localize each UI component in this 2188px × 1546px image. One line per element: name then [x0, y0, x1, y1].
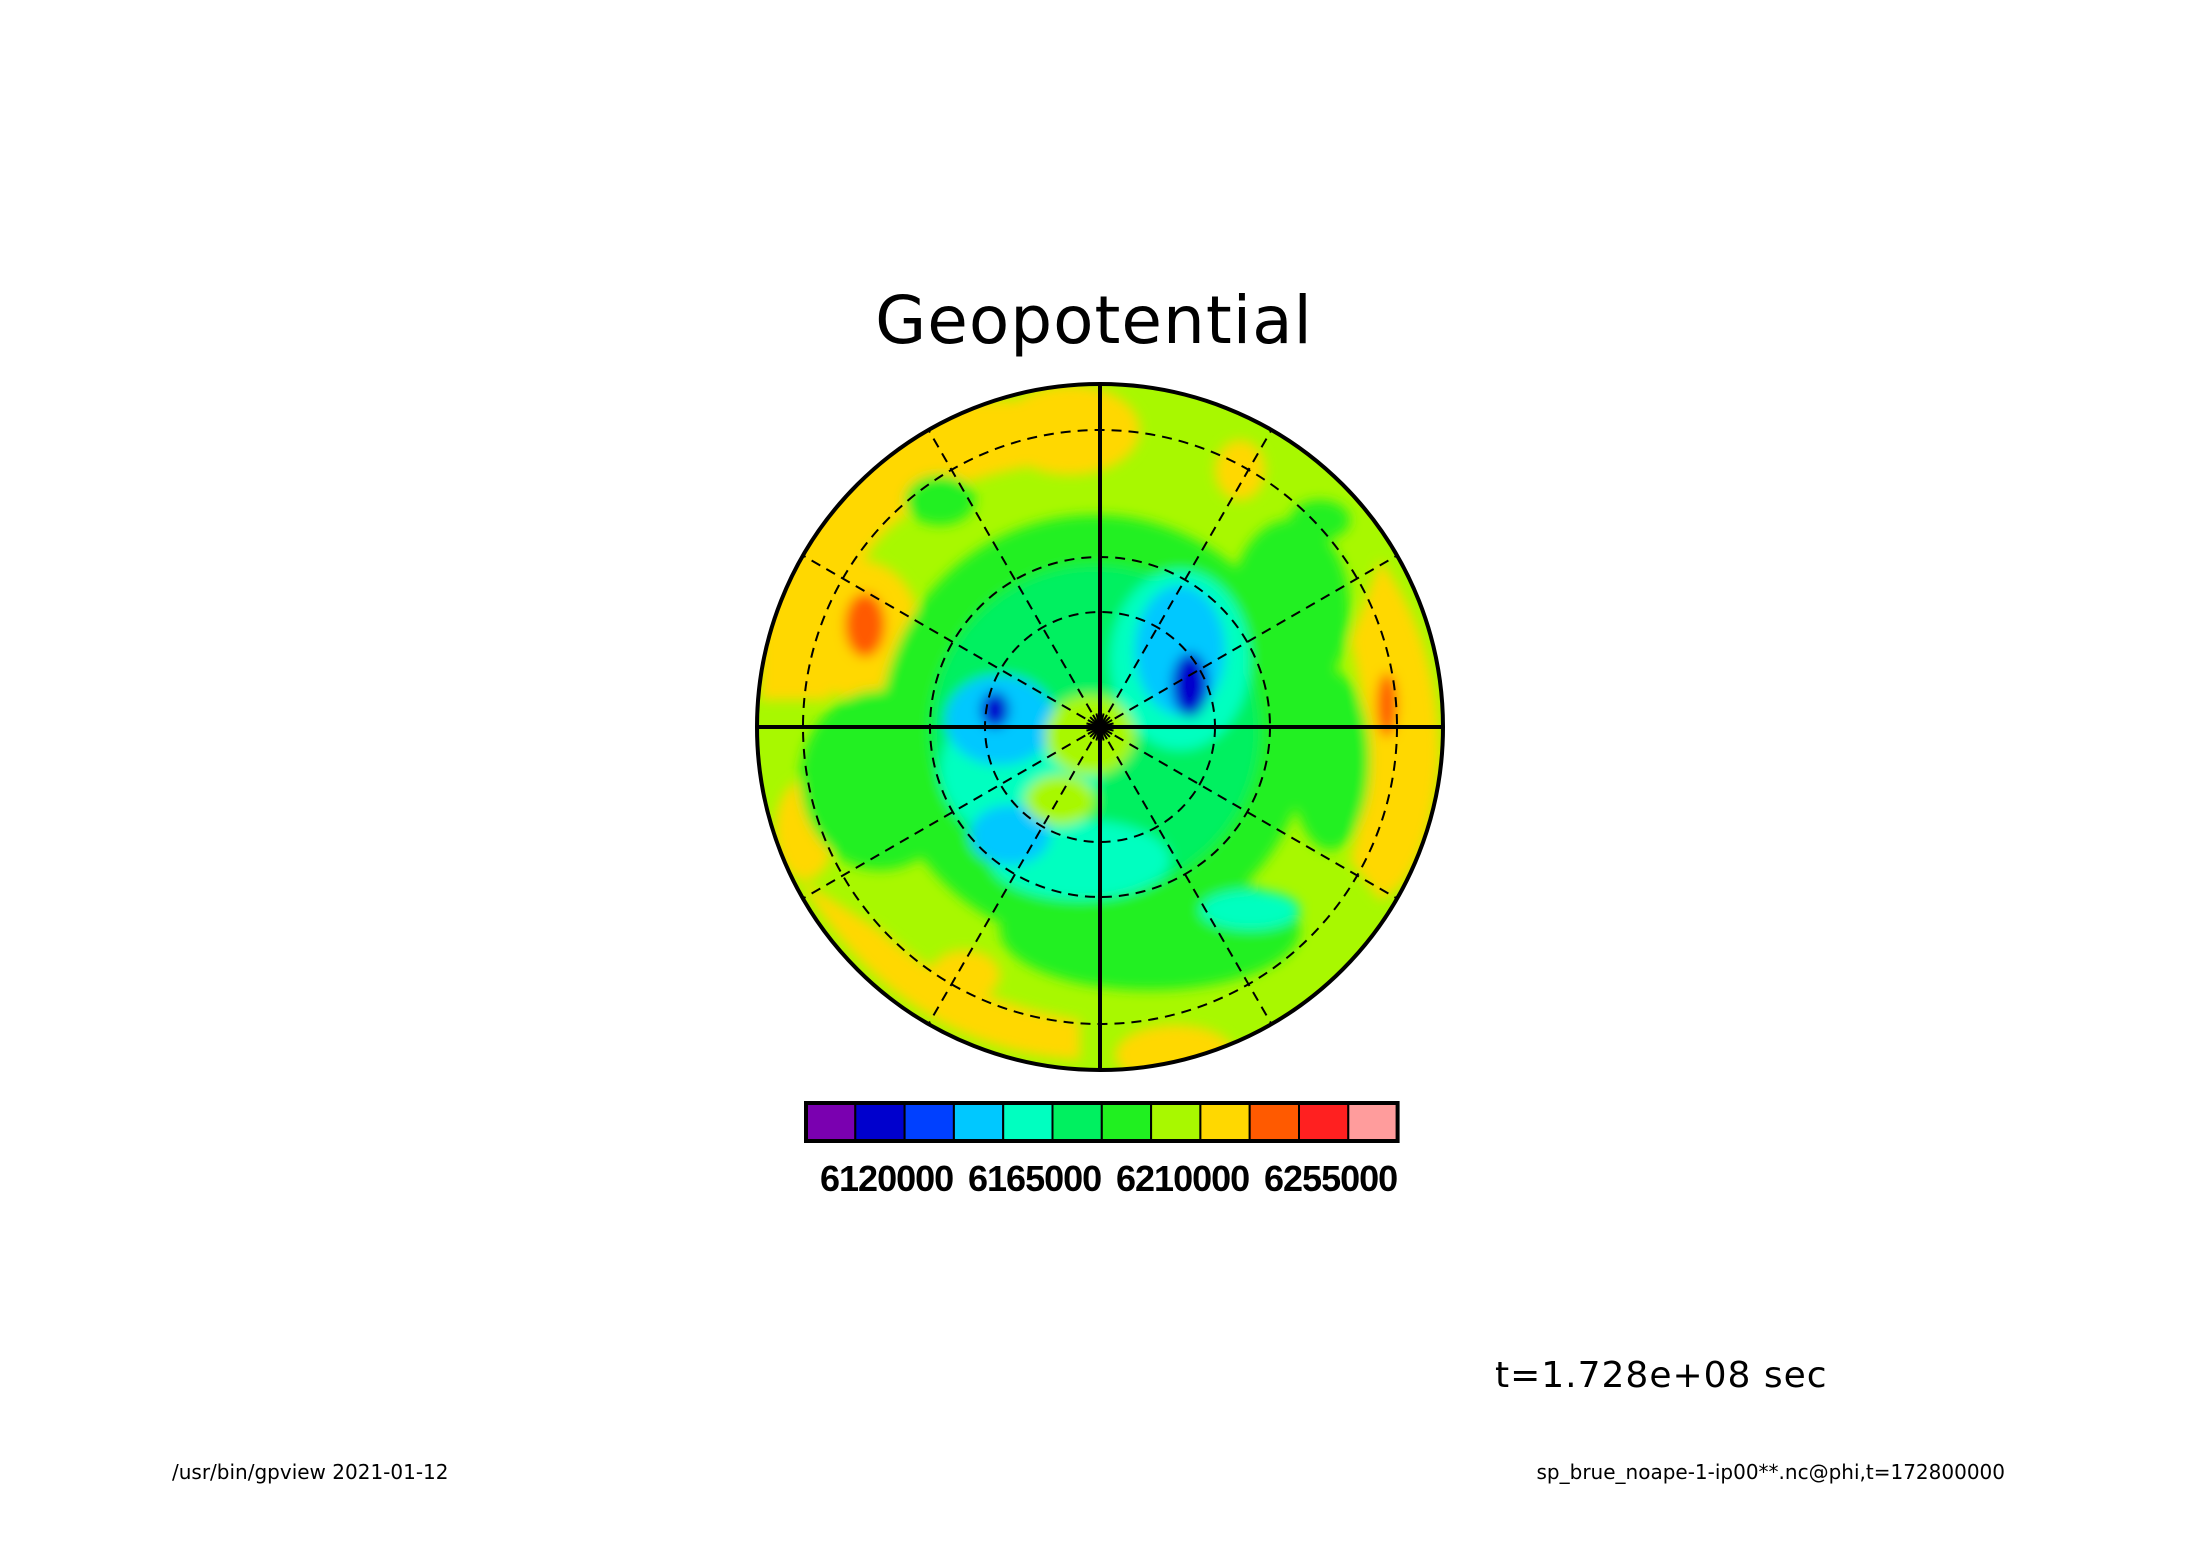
footer-source: sp_brue_noape-1-ip00**.nc@phi,t=17280000… [1536, 1460, 2005, 1484]
field-contour [1172, 653, 1208, 717]
colorbar-swatch [1100, 1102, 1153, 1142]
plot-border [755, 382, 1445, 1072]
field-contour [1115, 1025, 1235, 1070]
colorbar-swatch [854, 1102, 906, 1142]
field-contour [1377, 673, 1397, 737]
colorbar-swatch [1150, 1102, 1202, 1142]
longitude-line [1099, 554, 1398, 728]
grid-lines [757, 384, 1443, 1070]
colorbar-swatch [952, 1102, 1005, 1142]
footer-program-date: /usr/bin/gpview 2021-01-12 [172, 1460, 449, 1484]
colorbar-swatch [903, 1102, 955, 1142]
colorbar-swatch [1199, 1102, 1251, 1142]
field-contour [1230, 520, 1350, 700]
colorbar-label: 6255000 [1264, 1158, 1398, 1199]
colorbar-swatch [1298, 1102, 1350, 1142]
longitude-line [1099, 429, 1273, 728]
field-contour [1000, 385, 1140, 475]
field-contour [1025, 775, 1095, 825]
longitude-line [802, 726, 1101, 900]
field-contour [981, 692, 1009, 728]
colorbar-labels: 6120000 6165000 6210000 6255000 [820, 1158, 1440, 1208]
field-contour [845, 593, 885, 657]
colorbar-frame [804, 1101, 1400, 1143]
field-contour [800, 880, 1080, 1060]
field-contour [1350, 560, 1440, 900]
colorbar-swatch [1002, 1102, 1054, 1142]
colorbar [804, 1101, 1400, 1143]
field-contour [1290, 500, 1350, 540]
longitude-line [1099, 726, 1398, 900]
pole-marker [1086, 722, 1114, 732]
field-contour [905, 475, 975, 525]
colorbar-swatch [1248, 1102, 1300, 1142]
colorbar-swatch [1347, 1102, 1399, 1142]
chart-title: Geopotential [875, 282, 1313, 359]
field-contour [1290, 670, 1370, 850]
field-contour [1200, 890, 1300, 930]
field-contour [1215, 440, 1265, 500]
longitude-line [927, 429, 1101, 728]
field-contour [1045, 695, 1135, 775]
longitude-line [1099, 726, 1273, 1025]
longitude-line [802, 554, 1101, 728]
colorbar-label: 6165000 [968, 1158, 1102, 1199]
field-contour [930, 950, 1000, 1000]
colorbar-swatch [805, 1102, 857, 1142]
longitude-line [927, 726, 1101, 1025]
colorbar-label: 6210000 [1116, 1158, 1250, 1199]
field-contour [800, 690, 960, 870]
colorbar-swatch [1051, 1102, 1103, 1142]
colorbar-label: 6120000 [820, 1158, 954, 1199]
time-label: t=1.728e+08 sec [1495, 1355, 1828, 1396]
